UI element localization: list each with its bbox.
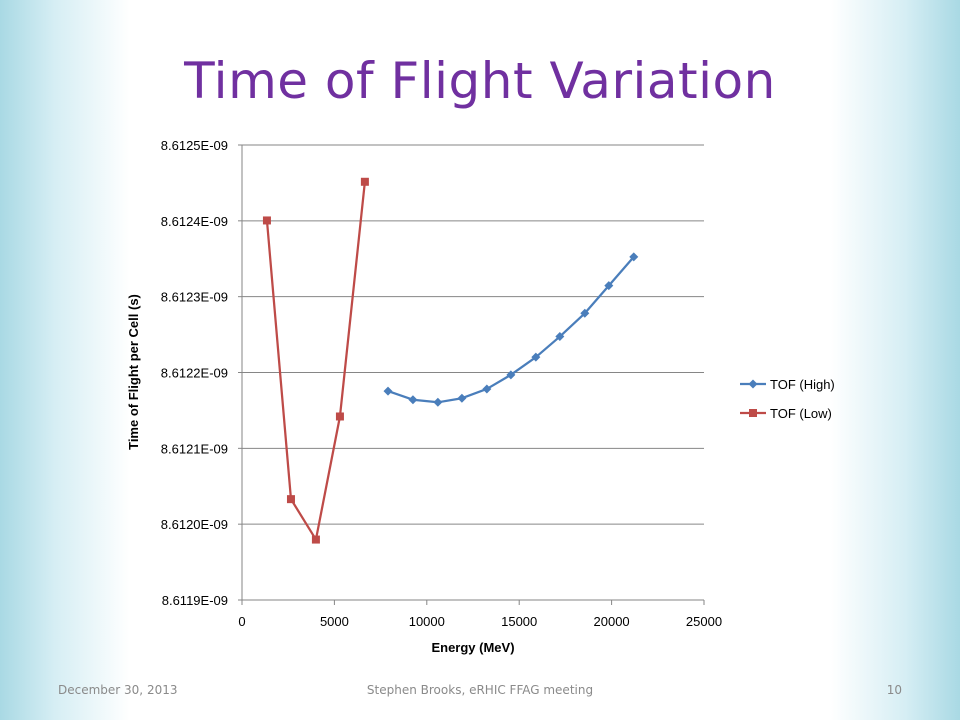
y-tick-label: 8.6119E-09 [162, 593, 228, 608]
y-tick-label: 8.6121E-09 [161, 441, 228, 456]
y-tick-label: 8.6122E-09 [161, 366, 228, 381]
data-point [580, 308, 590, 318]
footer-presenter: Stephen Brooks, eRHIC FFAG meeting [366, 683, 594, 697]
data-point [408, 395, 418, 405]
series-tof-low [262, 177, 369, 544]
legend: TOF (High) TOF (Low) [740, 377, 835, 421]
x-tick-labels: 0 5000 10000 15000 20000 25000 [238, 614, 722, 629]
x-tick-label: 20000 [594, 614, 630, 629]
footer-date: December 30, 2013 [58, 683, 178, 697]
y-tick-label: 8.6123E-09 [161, 290, 228, 305]
series-line [387, 256, 635, 404]
series-line [265, 181, 367, 541]
data-point [604, 281, 614, 291]
data-point [433, 397, 443, 407]
data-point [482, 384, 492, 394]
legend-marker [749, 409, 757, 417]
slide-title: Time of Flight Variation [184, 52, 776, 110]
y-tick-labels: 8.6119E-09 8.6120E-09 8.6121E-09 8.6122E-09… [161, 138, 228, 608]
data-point [457, 393, 467, 403]
data-point [286, 495, 295, 504]
data-point [383, 386, 393, 396]
legend-label: TOF (High) [770, 377, 835, 392]
data-point [506, 370, 516, 380]
data-point [360, 177, 369, 186]
x-tick-label: 0 [238, 614, 245, 629]
data-point [311, 535, 320, 544]
y-tick-label: 8.6125E-09 [161, 138, 228, 153]
data-point [335, 412, 344, 421]
x-tick-label: 10000 [409, 614, 445, 629]
page-number: 10 [886, 683, 902, 697]
x-tick-label: 25000 [686, 614, 722, 629]
gridlines [238, 144, 705, 605]
legend-item: TOF (High) [740, 377, 835, 392]
data-point [629, 252, 639, 262]
legend-marker [748, 379, 758, 389]
x-axis-title: Energy (MeV) [431, 640, 514, 655]
y-tick-label: 8.6124E-09 [161, 214, 228, 229]
series [262, 177, 639, 544]
x-tick-label: 15000 [501, 614, 537, 629]
legend-item: TOF (Low) [740, 406, 832, 421]
legend-label: TOF (Low) [770, 406, 832, 421]
data-point [262, 216, 271, 225]
y-tick-label: 8.6120E-09 [161, 517, 228, 532]
data-point [531, 352, 541, 362]
data-point [555, 332, 565, 342]
axes [241, 145, 704, 601]
series-tof-high [383, 252, 639, 407]
y-axis-title: Time of Flight per Cell (s) [126, 294, 141, 450]
x-tick-label: 5000 [320, 614, 349, 629]
